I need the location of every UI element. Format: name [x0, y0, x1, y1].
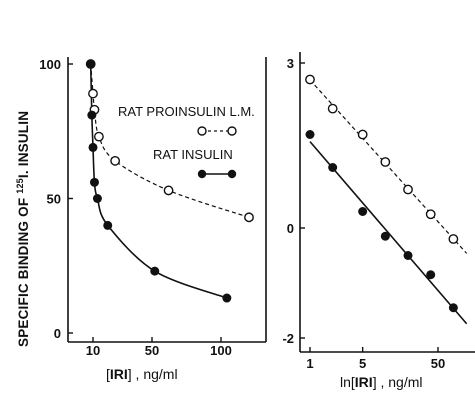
right-x-axis-title-bold: IRI	[355, 374, 373, 390]
left-point-rat-insulin-3	[89, 177, 99, 187]
left-axis-ticks: 10 50 100 0 50 100	[39, 57, 232, 358]
left-point-rat-insulin-7	[222, 293, 232, 303]
left-point-rat-proinsulin-l-m-6	[244, 212, 254, 223]
left-point-rat-insulin-6	[150, 266, 160, 276]
legend-label-proinsulin: RAT PROINSULIN L.M.	[118, 104, 255, 119]
left-series-points	[85, 59, 254, 303]
right-point-rat-proinsulin-l-m-5	[425, 209, 436, 220]
right-point-rat-proinsulin-l-m-0	[305, 74, 315, 85]
left-point-rat-proinsulin-l-m-1	[88, 88, 98, 99]
legend-label-insulin: RAT INSULIN	[153, 147, 233, 162]
right-x-axis-title: ln[IRI] , ng/ml	[340, 374, 422, 390]
right-point-rat-proinsulin-l-m-3	[380, 157, 391, 167]
left-x-axis-title: [IRI] , ng/ml	[106, 366, 178, 382]
right-x-axis-title-open: [	[351, 374, 355, 390]
right-point-rat-proinsulin-l-m-1	[327, 103, 338, 114]
right-x-axis-title-pre: ln	[340, 374, 351, 390]
right-y-tick-label-3: 3	[287, 56, 294, 71]
right-point-rat-insulin-6	[448, 303, 458, 313]
right-point-rat-proinsulin-l-m-2	[357, 129, 368, 140]
right-panel: 1 5 50 -2 0 3	[282, 52, 475, 371]
left-y-tick-label-0: 0	[54, 326, 61, 341]
left-panel: 10 50 100 0 50 100	[39, 57, 267, 358]
right-point-rat-insulin-1	[328, 163, 338, 172]
y-axis-title-post: I. INSULIN	[16, 111, 31, 178]
left-point-rat-insulin-1	[87, 110, 97, 120]
left-point-rat-proinsulin-l-m-5	[163, 185, 174, 196]
left-x-tick-label-100: 100	[210, 343, 232, 358]
right-x-axis-title-close: ]	[373, 374, 377, 390]
left-line-rat-insulin	[89, 63, 228, 299]
right-point-rat-insulin-5	[426, 270, 436, 280]
right-point-rat-proinsulin-l-m-4	[403, 184, 413, 195]
y-axis-title-sup: 125	[15, 178, 25, 194]
right-x-tick-label-5: 5	[359, 356, 366, 371]
right-x-axis-title-rest: , ng/ml	[377, 374, 423, 390]
left-point-rat-insulin-4	[92, 194, 102, 203]
right-point-rat-insulin-2	[358, 207, 368, 216]
left-x-axis-title-close: ]	[128, 366, 132, 382]
right-point-rat-insulin-0	[305, 130, 315, 139]
right-x-tick-label-50: 50	[431, 356, 445, 371]
right-axis-ticks: 1 5 50 -2 0 3	[282, 56, 445, 371]
right-x-tick-label-1: 1	[306, 356, 313, 371]
left-y-tick-label-100: 100	[39, 57, 61, 72]
left-point-rat-insulin-0	[86, 59, 96, 69]
left-point-rat-insulin-5	[103, 220, 113, 230]
left-x-axis-title-rest: , ng/ml	[132, 366, 178, 382]
legend: RAT PROINSULIN L.M. RAT INSULIN	[118, 104, 255, 179]
right-line-rat-insulin	[309, 141, 468, 325]
right-series-lines	[309, 79, 468, 325]
left-x-axis-title-bold: IRI	[110, 366, 128, 382]
right-y-tick-label--2: -2	[282, 331, 294, 346]
left-point-rat-proinsulin-l-m-4	[110, 155, 121, 166]
y-axis-title: SPECIFIC BINDING OF 125I. INSULIN	[15, 111, 31, 347]
legend-marker-proinsulin-right	[227, 126, 237, 136]
left-point-rat-proinsulin-l-m-3	[94, 131, 104, 142]
y-axis-title-pre: SPECIFIC BINDING OF	[16, 194, 31, 347]
right-series-points	[305, 74, 459, 313]
right-point-rat-insulin-4	[403, 251, 413, 260]
legend-marker-proinsulin-left	[197, 126, 207, 136]
left-x-tick-label-10: 10	[86, 343, 100, 358]
left-series-lines	[89, 63, 250, 299]
right-point-rat-insulin-3	[380, 231, 390, 241]
left-y-tick-label-50: 50	[47, 192, 61, 207]
right-point-rat-proinsulin-l-m-6	[448, 234, 459, 244]
left-point-rat-insulin-2	[88, 142, 98, 152]
left-x-axis-title-open: [	[106, 366, 110, 382]
right-y-tick-label-0: 0	[287, 221, 294, 236]
legend-marker-insulin-right	[227, 169, 237, 179]
left-x-tick-label-50: 50	[145, 343, 159, 358]
legend-marker-insulin-left	[197, 169, 207, 179]
